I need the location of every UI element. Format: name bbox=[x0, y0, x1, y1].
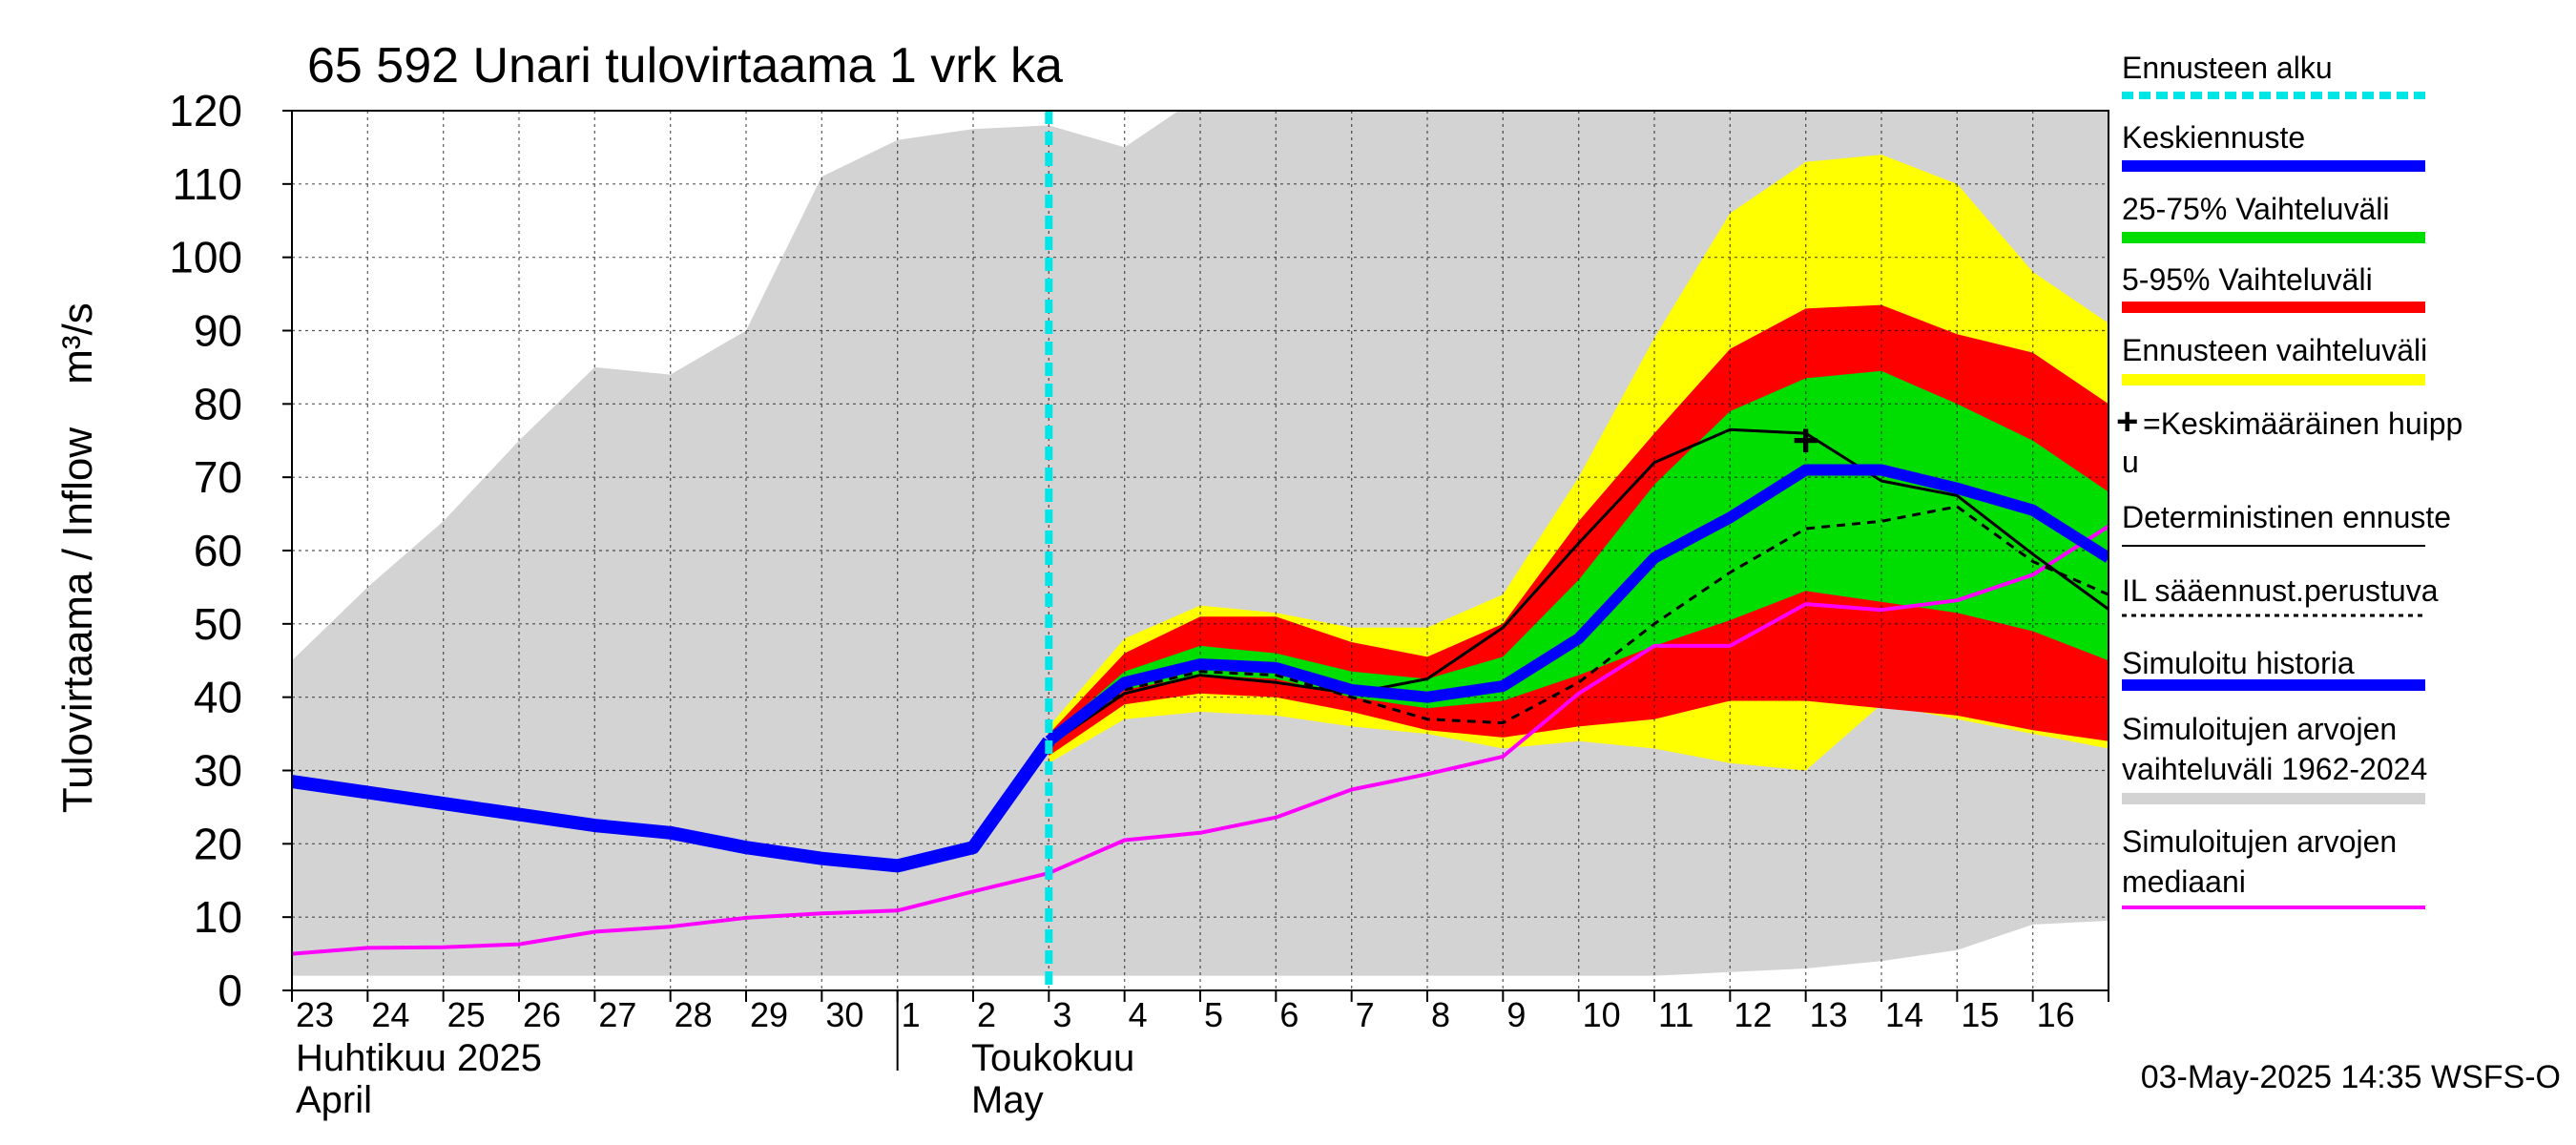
x-tick-label: 4 bbox=[1129, 995, 1148, 1034]
legend-label-25-75-vaihteluvali: 25-75% Vaihteluväli bbox=[2122, 192, 2389, 226]
x-tick-label: 25 bbox=[447, 995, 486, 1034]
legend: Ennusteen alku Keskiennuste 25-75% Vaihtel… bbox=[2116, 51, 2462, 909]
y-tick-label: 40 bbox=[194, 673, 242, 722]
y-tick-label: 20 bbox=[194, 819, 242, 868]
x-tick-label: 5 bbox=[1204, 995, 1223, 1034]
y-tick-label: 30 bbox=[194, 746, 242, 796]
legend-label-5-95-vaihteluvali: 5-95% Vaihteluväli bbox=[2122, 262, 2373, 297]
legend-label-il-saaennust-perustuva: IL sääennust.perustuva bbox=[2122, 573, 2439, 608]
x-tick-label: 14 bbox=[1885, 995, 1923, 1034]
x-tick-label: 9 bbox=[1506, 995, 1526, 1034]
legend-label-simuloitujen-arvojen-mediaani: Simuloitujen arvojen bbox=[2122, 824, 2397, 859]
legend-label-deterministinen-ennuste: Deterministinen ennuste bbox=[2122, 500, 2451, 534]
peak-marker: + bbox=[1793, 416, 1819, 467]
y-axis-unit: m³/s bbox=[54, 302, 101, 385]
x-tick-label: 29 bbox=[750, 995, 788, 1034]
x-tick-label: 12 bbox=[1734, 995, 1772, 1034]
x-tick-label: 26 bbox=[523, 995, 561, 1034]
series-line-keskiennuste bbox=[1045, 464, 2109, 746]
legend-label-simuloitujen-arvojen-vaihteluvali-1962-2024: Simuloitujen arvojen bbox=[2122, 712, 2397, 746]
x-tick-label: 15 bbox=[1961, 995, 1999, 1034]
chart-title: 65 592 Unari tulovirtaama 1 vrk ka bbox=[307, 38, 1063, 94]
month-label-may-en: May bbox=[971, 1079, 1044, 1121]
series-line-il-saaennust-perustuva bbox=[1048, 505, 2109, 743]
x-tick-label: 8 bbox=[1431, 995, 1450, 1034]
legend-label-simuloitu-historia: Simuloitu historia bbox=[2122, 646, 2355, 680]
grid bbox=[292, 111, 2109, 990]
y-tick-label: 110 bbox=[173, 159, 242, 209]
y-tick-label: 80 bbox=[194, 379, 242, 428]
x-tick-label: 10 bbox=[1583, 995, 1621, 1034]
series-line-simuloitu-historia bbox=[292, 737, 1055, 873]
x-tick-label: 1 bbox=[902, 995, 921, 1034]
series-line-deterministinen-ennuste bbox=[1048, 427, 2109, 746]
legend-peak-symbol: + bbox=[2116, 401, 2138, 443]
x-tick-label: 28 bbox=[675, 995, 713, 1034]
y-tick-label: 90 bbox=[194, 306, 242, 356]
y-tick-label: 50 bbox=[194, 599, 242, 649]
legend-label-simuloitujen-arvojen-mediaani-cont: mediaani bbox=[2122, 864, 2246, 899]
legend-label-simuloitujen-arvojen-vaihteluvali-1962-2024-cont: vaihteluväli 1962-2024 bbox=[2122, 752, 2427, 786]
plot-area: + bbox=[292, 111, 2109, 990]
legend-label-ennusteen-vaihteluvali: Ennusteen vaihteluväli bbox=[2122, 333, 2427, 367]
legend-label-keskimaarainen-huipp-u: =Keskimääräinen huipp bbox=[2143, 406, 2462, 441]
x-tick-label: 11 bbox=[1658, 995, 1693, 1034]
y-tick-label: 60 bbox=[194, 526, 242, 575]
x-tick-label: 30 bbox=[825, 995, 863, 1034]
x-tick-label: 7 bbox=[1356, 995, 1375, 1034]
x-tick-label: 24 bbox=[371, 995, 409, 1034]
month-label-april-fi: Huhtikuu 2025 bbox=[296, 1037, 542, 1079]
series-line-simuloitujen-arvojen-mediaani bbox=[292, 524, 2109, 956]
y-tick-label: 120 bbox=[169, 86, 242, 135]
y-tick-label: 10 bbox=[194, 892, 242, 942]
y-tick-label: 70 bbox=[194, 452, 242, 502]
x-tick-label: 16 bbox=[2037, 995, 2075, 1034]
y-axis-label: Tulovirtaama / Inflow bbox=[54, 427, 101, 814]
timestamp: 03-May-2025 14:35 WSFS-O bbox=[2141, 1059, 2561, 1095]
legend-label-ennusteen-alku: Ennusteen alku bbox=[2122, 51, 2333, 85]
x-tick-label: 6 bbox=[1279, 995, 1298, 1034]
month-label-april-en: April bbox=[296, 1079, 372, 1121]
y-tick-label: 0 bbox=[218, 966, 242, 1015]
legend-label-keskimaarainen-huipp-u-cont: u bbox=[2122, 445, 2139, 479]
x-tick-label: 23 bbox=[296, 995, 334, 1034]
x-tick-label: 13 bbox=[1810, 995, 1848, 1034]
x-tick-label: 2 bbox=[977, 995, 996, 1034]
x-tick-label: 3 bbox=[1052, 995, 1071, 1034]
x-tick-label: 27 bbox=[598, 995, 636, 1034]
legend-label-keskiennuste: Keskiennuste bbox=[2122, 120, 2305, 155]
y-tick-label: 100 bbox=[169, 233, 242, 282]
plot-content: + bbox=[292, 111, 2109, 990]
month-label-may-fi: Toukokuu bbox=[971, 1037, 1134, 1079]
